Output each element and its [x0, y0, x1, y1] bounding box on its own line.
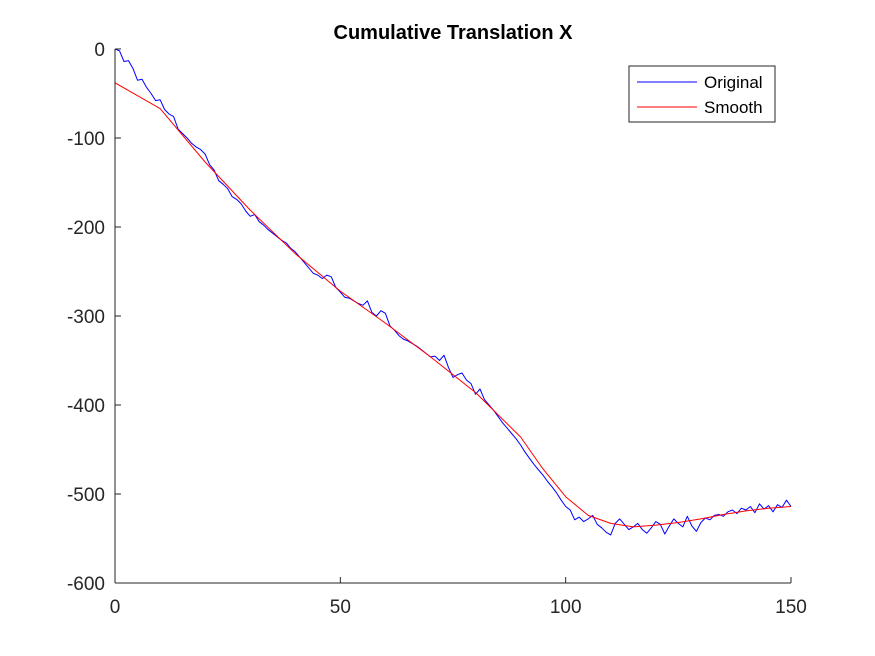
y-tick-label: -600: [67, 574, 105, 595]
y-tick-label: -500: [67, 485, 105, 506]
legend-box: [628, 65, 776, 123]
legend-label-smooth: Smooth: [704, 98, 763, 117]
series-lines: [114, 48, 792, 536]
y-tick-label: -200: [67, 218, 105, 239]
series-line-original: [114, 48, 792, 536]
y-tick-label: 0: [94, 40, 105, 61]
series-line-smooth: [114, 82, 792, 528]
chart-title: Cumulative Translation X: [334, 22, 574, 44]
legend-label-original: Original: [704, 73, 763, 92]
y-tick-label: -100: [67, 129, 105, 150]
x-tick-label: 0: [110, 597, 121, 618]
axes: 0 50 100 150 0 -100 -200 -300 -400 -500 -600: [67, 40, 807, 618]
legend: Original Smooth: [628, 65, 776, 123]
x-tick-label: 150: [775, 597, 807, 618]
y-tick-label: -400: [67, 396, 105, 417]
x-tick-label: 100: [550, 597, 582, 618]
x-tick-label: 50: [330, 597, 351, 618]
y-tick-label: -300: [67, 307, 105, 328]
